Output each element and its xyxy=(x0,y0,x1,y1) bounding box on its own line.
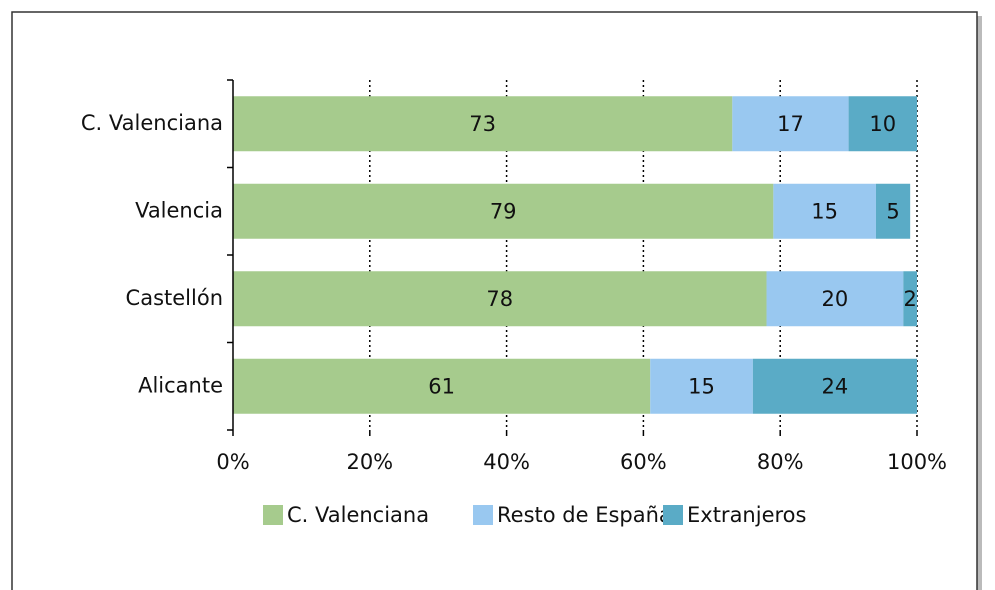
x-tick-label: 80% xyxy=(757,450,804,474)
y-tick-label: Alicante xyxy=(138,373,223,397)
x-tick-label: 40% xyxy=(483,450,530,474)
y-tick-label: C. Valenciana xyxy=(81,111,223,135)
data-label: 15 xyxy=(811,199,838,223)
data-label: 15 xyxy=(688,374,715,398)
data-label: 10 xyxy=(869,112,896,136)
data-label: 20 xyxy=(822,287,849,311)
legend-label: Resto de España xyxy=(497,503,672,527)
legend-label: C. Valenciana xyxy=(287,503,429,527)
bar-segment xyxy=(875,183,911,239)
bar-segment xyxy=(848,96,917,152)
data-label: 24 xyxy=(822,374,849,398)
x-tick-label: 60% xyxy=(620,450,667,474)
y-tick-label: Valencia xyxy=(135,198,223,222)
legend-label: Extranjeros xyxy=(687,503,806,527)
bar-segment xyxy=(752,358,917,414)
x-tick-label: 0% xyxy=(216,450,249,474)
data-label: 79 xyxy=(490,199,517,223)
data-label: 5 xyxy=(886,199,899,223)
data-label: 17 xyxy=(777,112,804,136)
data-label: 61 xyxy=(428,374,455,398)
x-tick-label: 20% xyxy=(346,450,393,474)
data-label: 78 xyxy=(486,287,513,311)
y-tick-label: Castellón xyxy=(126,286,223,310)
bar-segment xyxy=(773,183,876,239)
bar-segment xyxy=(233,183,774,239)
bar-segment xyxy=(233,358,651,414)
bar-segment xyxy=(766,271,904,327)
bar-segment xyxy=(650,358,753,414)
x-tick-label: 100% xyxy=(887,450,947,474)
data-label: 73 xyxy=(469,112,496,136)
bar-segment xyxy=(233,96,733,152)
bar-segment xyxy=(903,271,917,327)
legend-swatch xyxy=(473,505,493,525)
bar-segment xyxy=(732,96,849,152)
bar-segment xyxy=(233,271,767,327)
data-label: 2 xyxy=(903,287,916,311)
legend-swatch xyxy=(663,505,683,525)
legend-swatch xyxy=(263,505,283,525)
